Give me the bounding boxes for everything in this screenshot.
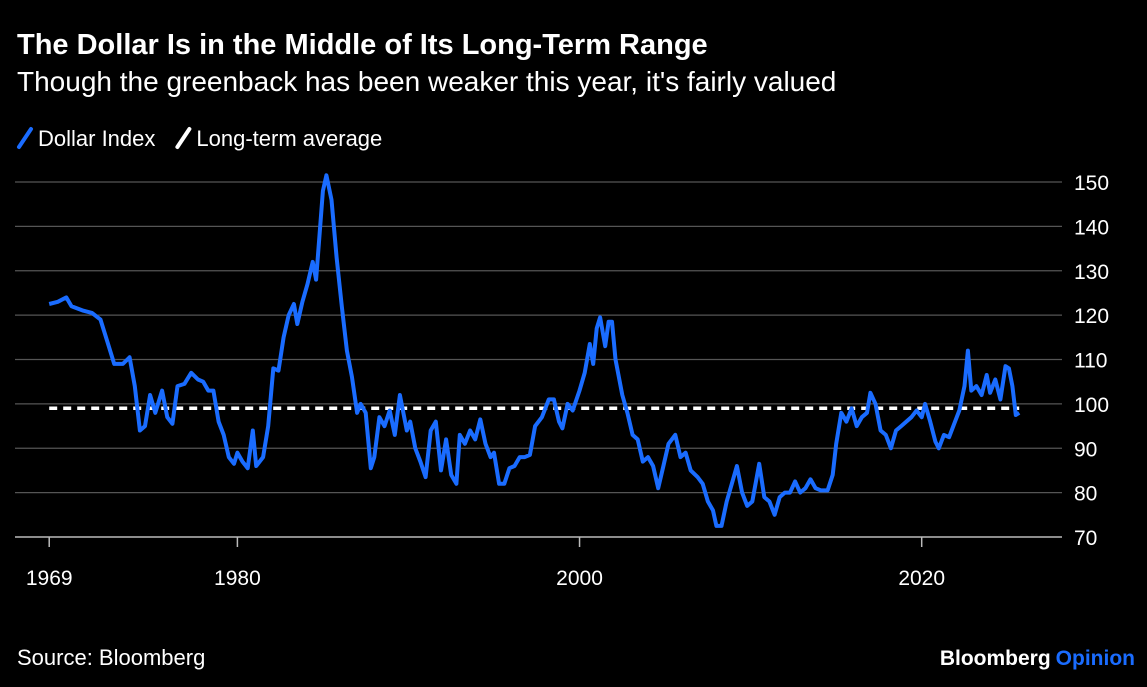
legend-swatch bbox=[17, 127, 33, 149]
brand: Bloomberg Opinion bbox=[940, 647, 1135, 670]
x-tick-label: 2000 bbox=[556, 567, 603, 590]
brand-name: Bloomberg bbox=[940, 647, 1051, 670]
y-tick-label: 100 bbox=[1074, 394, 1109, 417]
chart-title: The Dollar Is in the Middle of Its Long-… bbox=[17, 29, 708, 61]
legend-swatch bbox=[175, 127, 192, 149]
y-tick-label: 120 bbox=[1074, 305, 1109, 328]
y-tick-label: 140 bbox=[1074, 216, 1109, 239]
x-tick-label: 2020 bbox=[898, 567, 945, 590]
y-tick-label: 70 bbox=[1074, 527, 1097, 550]
y-tick-label: 110 bbox=[1074, 350, 1107, 373]
x-tick-label: 1980 bbox=[214, 567, 261, 590]
y-tick-label: 80 bbox=[1074, 483, 1097, 506]
series-line bbox=[48, 173, 1021, 528]
y-tick-label: 150 bbox=[1074, 172, 1109, 195]
y-tick-label: 130 bbox=[1074, 261, 1109, 284]
legend-label: Dollar Index bbox=[38, 126, 155, 151]
brand-suffix: Opinion bbox=[1056, 647, 1135, 670]
x-tick-label: 1969 bbox=[26, 567, 73, 590]
source: Source: Bloomberg bbox=[17, 645, 205, 670]
chart-subtitle: Though the greenback has been weaker thi… bbox=[17, 66, 836, 97]
y-tick-label: 90 bbox=[1074, 438, 1097, 461]
legend-label: Long-term average bbox=[196, 126, 382, 151]
